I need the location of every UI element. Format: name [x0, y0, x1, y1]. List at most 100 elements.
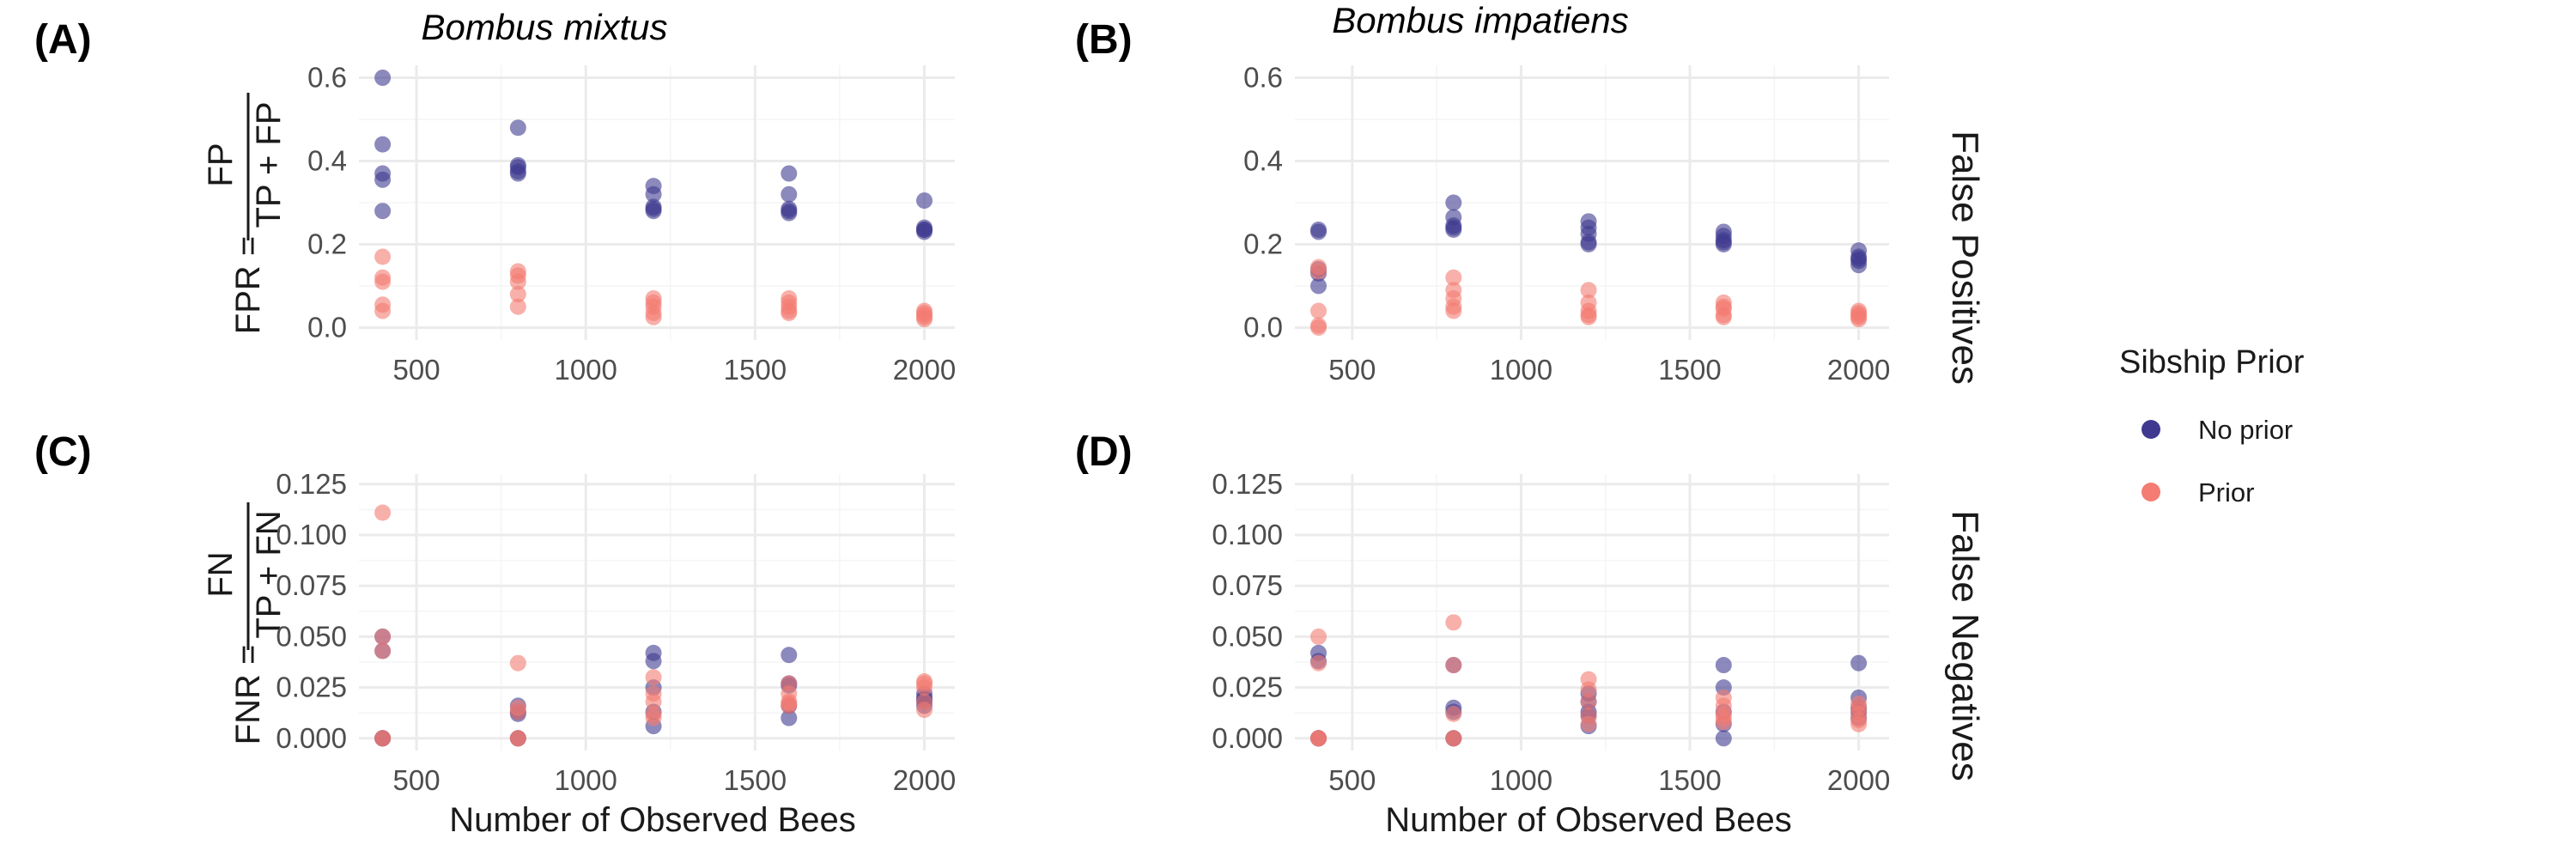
x-tick-label: 1000: [1490, 764, 1552, 796]
legend-label-no-prior: No prior: [2198, 415, 2293, 445]
fnr-denominator: TP + FN: [250, 510, 288, 638]
data-point-prior: [509, 730, 526, 747]
data-point-prior: [1850, 715, 1868, 732]
y-tick-label: 0.0: [307, 311, 347, 343]
facet-strip-false-positives: False Positives: [1944, 131, 1986, 385]
data-point-prior: [1445, 614, 1462, 631]
data-point-prior: [1445, 730, 1462, 747]
y-tick-label: 0.4: [307, 145, 347, 177]
y-tick-label: 0.100: [276, 519, 347, 550]
data-point-prior: [916, 311, 933, 328]
data-point-no-prior: [781, 165, 798, 182]
data-point-no-prior: [1715, 657, 1732, 674]
x-axis-title-left: Number of Observed Bees: [449, 801, 856, 839]
data-point-prior: [1850, 311, 1868, 328]
legend-label-prior: Prior: [2198, 477, 2254, 507]
data-point-no-prior: [781, 204, 798, 222]
panel-label-c: (C): [34, 429, 92, 475]
y-tick-label: 0.025: [276, 672, 347, 703]
panel-2: 500 1000 1500 2000 0.0 0.2 0.4 0.6: [1243, 62, 1890, 386]
y-tick-label: 0.050: [1212, 620, 1283, 652]
data-point-prior: [1310, 730, 1327, 747]
data-point-prior: [1310, 654, 1327, 672]
x-tick-label: 1500: [724, 354, 787, 386]
data-point-no-prior: [1445, 194, 1462, 211]
species-title-mixtus: Bombus mixtus: [421, 7, 667, 47]
x-tick-label: 2000: [1827, 354, 1890, 386]
y-axis-title-fnr: FNR = FN TP + FN: [202, 502, 288, 744]
y-tick-label: 0.6: [1243, 62, 1283, 94]
panel-label-b: (B): [1075, 17, 1133, 63]
panel-1: 500 1000 1500 2000 0.0 0.2 0.4 0.6: [307, 62, 956, 386]
fnr-numerator: FN: [202, 551, 240, 597]
data-point-prior: [1445, 705, 1462, 722]
legend-key-prior: [2142, 483, 2160, 501]
legend-key-no-prior: [2142, 420, 2160, 439]
data-point-prior: [1310, 263, 1327, 280]
y-tick-label: 0.2: [1243, 228, 1283, 259]
data-point-no-prior: [1310, 223, 1327, 240]
data-point-prior: [374, 504, 392, 521]
y-tick-label: 0.100: [1212, 519, 1283, 550]
panel-label-d: (D): [1075, 429, 1133, 475]
data-point-prior: [374, 302, 392, 319]
data-point-prior: [645, 693, 662, 710]
data-point-prior: [781, 304, 798, 321]
data-point-no-prior: [645, 203, 662, 220]
y-tick-label: 0.2: [307, 228, 347, 259]
data-point-no-prior: [781, 647, 798, 664]
x-tick-label: 1000: [554, 764, 617, 796]
x-tick-label: 500: [1328, 354, 1376, 386]
data-point-no-prior: [781, 185, 798, 203]
x-tick-label: 1500: [1658, 354, 1721, 386]
data-point-prior: [1715, 308, 1732, 325]
y-tick-label: 0.125: [276, 468, 347, 500]
fnr-lhs: FNR =: [229, 645, 267, 745]
data-point-no-prior: [509, 119, 526, 137]
data-point-no-prior: [1310, 277, 1327, 295]
panels-layer: 500 1000 1500 2000 0.0 0.2 0.4 0.6 500 1000 1500 20…: [276, 62, 1890, 796]
fpr-numerator: FP: [202, 143, 240, 186]
data-point-prior: [1580, 693, 1597, 710]
data-point-prior: [1580, 308, 1597, 325]
data-point-prior: [509, 298, 526, 315]
x-tick-label: 500: [1328, 764, 1376, 796]
y-tick-label: 0.075: [1212, 569, 1283, 601]
data-point-prior: [509, 654, 526, 672]
data-point-no-prior: [645, 653, 662, 670]
x-tick-label: 500: [393, 764, 440, 796]
data-point-no-prior: [916, 223, 933, 240]
fpr-denominator: TP + FP: [250, 101, 288, 228]
x-tick-label: 2000: [1827, 764, 1890, 796]
legend-title: Sibship Prior: [2119, 344, 2305, 380]
data-point-no-prior: [1715, 235, 1732, 252]
data-point-no-prior: [374, 136, 392, 153]
data-point-no-prior: [1580, 235, 1597, 252]
y-tick-label: 0.0: [1243, 311, 1283, 343]
data-point-prior: [509, 286, 526, 303]
data-point-prior: [1445, 269, 1462, 286]
data-point-no-prior: [1715, 730, 1732, 747]
panel-labels: (A) (B) (C) (D): [34, 17, 1133, 475]
data-point-prior: [1445, 657, 1462, 674]
data-point-no-prior: [1445, 222, 1462, 239]
data-point-prior: [1310, 628, 1327, 645]
panel-4: 500 1000 1500 2000 0.000 0.025 0.050 0.075 0.100…: [1212, 468, 1890, 796]
x-axis-title-right: Number of Observed Bees: [1385, 801, 1792, 839]
data-point-prior: [1580, 715, 1597, 732]
data-point-no-prior: [374, 171, 392, 188]
data-point-no-prior: [645, 185, 662, 203]
panel-3: 500 1000 1500 2000 0.000 0.025 0.050 0.075 0.100…: [276, 468, 956, 796]
x-tick-label: 1500: [724, 764, 787, 796]
y-tick-label: 0.000: [276, 722, 347, 754]
data-point-prior: [1580, 282, 1597, 299]
data-point-no-prior: [374, 203, 392, 220]
data-point-no-prior: [781, 709, 798, 726]
x-tick-label: 1500: [1658, 764, 1721, 796]
panel-label-a: (A): [34, 17, 92, 63]
y-tick-label: 0.075: [276, 569, 347, 601]
data-point-no-prior: [916, 192, 933, 210]
species-titles: Bombus mixtus Bombus impatiens: [421, 0, 1628, 47]
x-tick-label: 2000: [893, 354, 956, 386]
